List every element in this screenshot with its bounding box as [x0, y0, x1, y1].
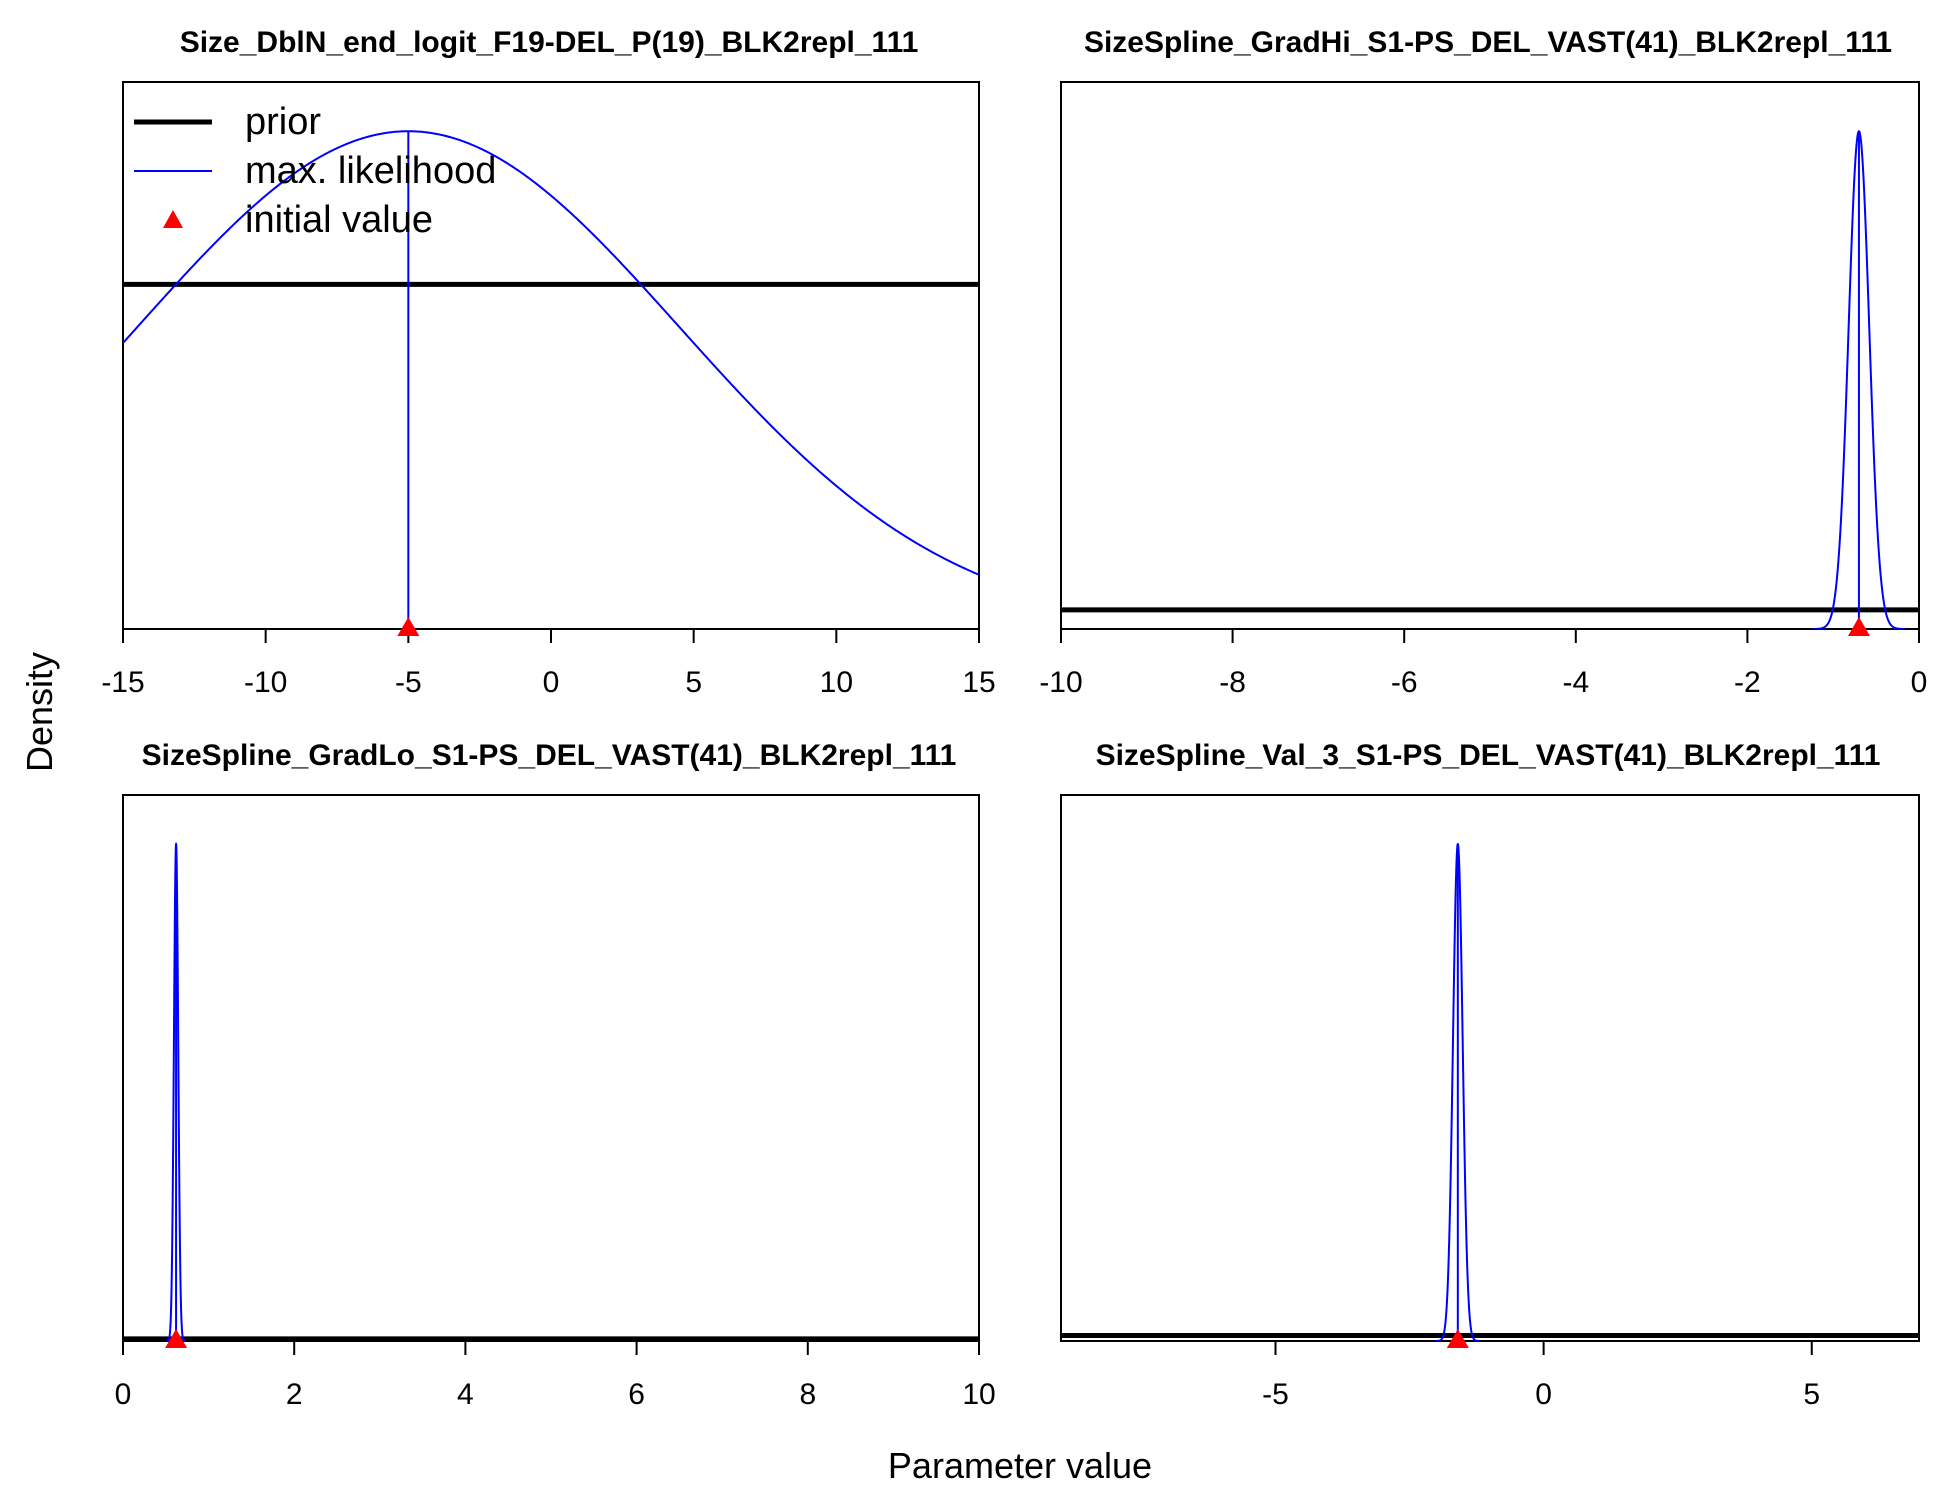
x-tick-label: 10 [962, 1378, 995, 1411]
plot-area [1061, 842, 1919, 1341]
x-tick-label: -15 [101, 666, 144, 699]
x-tick-label: 0 [1911, 666, 1928, 699]
x-axis-title: Parameter value [888, 1445, 1152, 1486]
x-tick-label: -2 [1734, 666, 1761, 699]
initial-value-marker [1446, 1329, 1469, 1348]
legend-initial-value-swatch [163, 210, 183, 228]
initial-value-marker [397, 617, 420, 636]
x-tick-label: -8 [1219, 666, 1246, 699]
legend-label: max. likelihood [245, 150, 496, 192]
panels-group: Size_DblN_end_logit_F19-DEL_P(19)_BLK2re… [101, 26, 1927, 1411]
x-tick-label: -5 [395, 666, 422, 699]
plot-frame [1060, 794, 1920, 1342]
panel-title: SizeSpline_Val_3_S1-PS_DEL_VAST(41)_BLK2… [1096, 739, 1881, 772]
x-tick-label: 5 [1803, 1378, 1820, 1411]
x-tick-label: 5 [685, 666, 702, 699]
x-tick-label: 15 [962, 666, 995, 699]
panel-4: SizeSpline_Val_3_S1-PS_DEL_VAST(41)_BLK2… [1060, 739, 1920, 1411]
x-tick-label: 0 [1535, 1378, 1552, 1411]
x-tick-label: -10 [244, 666, 287, 699]
x-tick-label: 0 [115, 1378, 132, 1411]
x-tick-label: 10 [820, 666, 853, 699]
y-axis-title: Density [19, 652, 60, 772]
panel-title: Size_DblN_end_logit_F19-DEL_P(19)_BLK2re… [180, 26, 919, 59]
x-tick-label: 0 [543, 666, 560, 699]
plot-frame [122, 794, 980, 1342]
panel-2: SizeSpline_GradHi_S1-PS_DEL_VAST(41)_BLK… [1039, 26, 1927, 699]
legend-label: initial value [245, 199, 433, 241]
plot-area [1061, 130, 1919, 629]
legend-label: prior [245, 101, 321, 143]
panel-title: SizeSpline_GradLo_S1-PS_DEL_VAST(41)_BLK… [142, 739, 957, 772]
x-tick-label: -4 [1562, 666, 1589, 699]
x-tick-label: 2 [286, 1378, 303, 1411]
max-likelihood-curve [123, 130, 979, 576]
initial-value-marker [1847, 617, 1870, 636]
initial-value-marker [165, 1329, 188, 1348]
plot-area [123, 841, 979, 1341]
panel-1: Size_DblN_end_logit_F19-DEL_P(19)_BLK2re… [101, 26, 995, 699]
legend: prior max. likelihood initial value [134, 101, 496, 241]
panel-3: SizeSpline_GradLo_S1-PS_DEL_VAST(41)_BLK… [115, 739, 996, 1411]
x-tick-label: 8 [799, 1378, 816, 1411]
x-tick-label: 4 [457, 1378, 474, 1411]
x-tick-label: -6 [1391, 666, 1418, 699]
x-tick-label: -10 [1039, 666, 1082, 699]
x-tick-label: 6 [628, 1378, 645, 1411]
x-tick-label: -5 [1262, 1378, 1289, 1411]
plot-frame [1060, 81, 1920, 630]
plot-area [123, 130, 979, 629]
panel-title: SizeSpline_GradHi_S1-PS_DEL_VAST(41)_BLK… [1084, 26, 1892, 59]
